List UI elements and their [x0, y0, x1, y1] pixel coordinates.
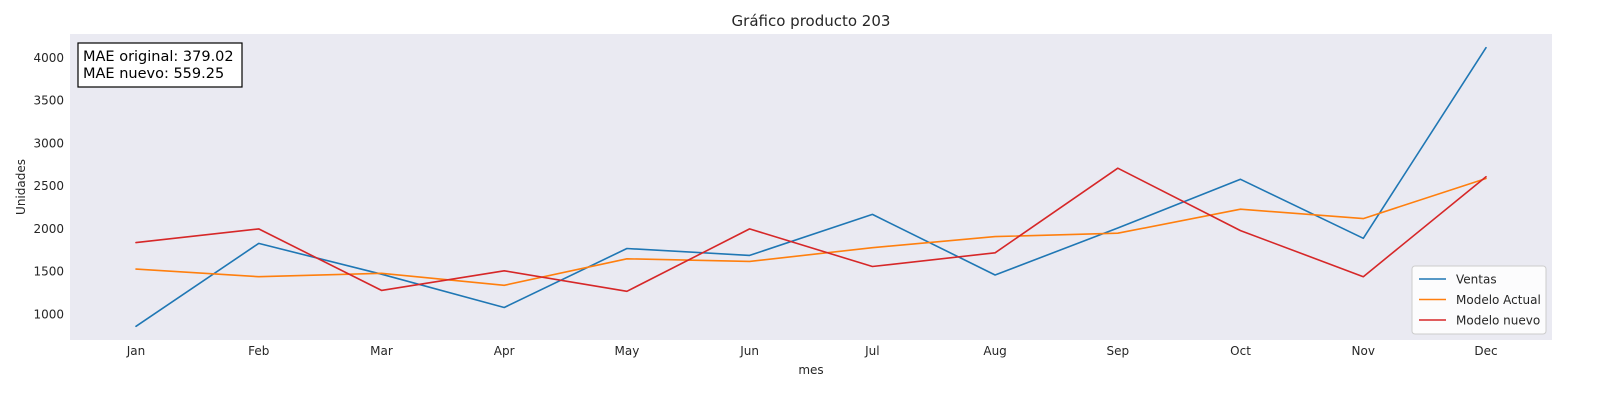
annotation-line-2: MAE nuevo: 559.25 [83, 66, 224, 82]
x-axis-label: mes [798, 363, 823, 377]
series-group [135, 46, 1487, 328]
x-tick-label: Jul [864, 344, 879, 358]
y-tick-label: 4000 [33, 51, 64, 65]
x-tick-label: Oct [1230, 344, 1251, 358]
x-tick-label: Dec [1474, 344, 1497, 358]
y-tick-label: 3000 [33, 136, 64, 150]
annotation-line-1: MAE original: 379.02 [83, 49, 234, 65]
x-tick-label: Jan [126, 344, 146, 358]
legend-label: Modelo Actual [1456, 293, 1541, 307]
x-tick-label: Nov [1352, 344, 1375, 358]
x-axis: Jan Feb Mar Apr May Jun Jul Aug Sep Oct Nov Dec [126, 344, 1498, 358]
mae-annotation: MAE original: 379.02 MAE nuevo: 559.25 [77, 42, 243, 88]
legend-box [1411, 265, 1547, 335]
x-tick-label: Aug [983, 344, 1006, 358]
y-tick-label: 2000 [33, 222, 64, 236]
chart-title: Gráfico producto 203 [732, 12, 891, 30]
series-line-ventas [135, 46, 1487, 328]
series-line-modelo-nuevo [135, 167, 1487, 293]
series-line-modelo-actual [135, 177, 1487, 287]
y-tick-label: 1000 [33, 307, 64, 321]
x-tick-label: Jun [739, 344, 759, 358]
x-tick-label: Sep [1107, 344, 1130, 358]
legend: Ventas Modelo Actual Modelo nuevo [1411, 265, 1547, 335]
x-tick-label: Apr [494, 344, 515, 358]
legend-label: Ventas [1456, 273, 1497, 287]
x-tick-label: Mar [370, 344, 393, 358]
annotation-box [77, 42, 243, 88]
y-axis: 1000 1500 2000 2500 3000 3500 4000 [33, 51, 64, 321]
plot-area [70, 34, 1552, 340]
y-tick-label: 2500 [33, 179, 64, 193]
y-tick-label: 3500 [33, 94, 64, 108]
y-tick-label: 1500 [33, 265, 64, 279]
y-axis-label: Unidades [14, 159, 28, 215]
x-tick-label: May [615, 344, 640, 358]
legend-label: Modelo nuevo [1456, 314, 1540, 328]
x-tick-label: Feb [248, 344, 269, 358]
